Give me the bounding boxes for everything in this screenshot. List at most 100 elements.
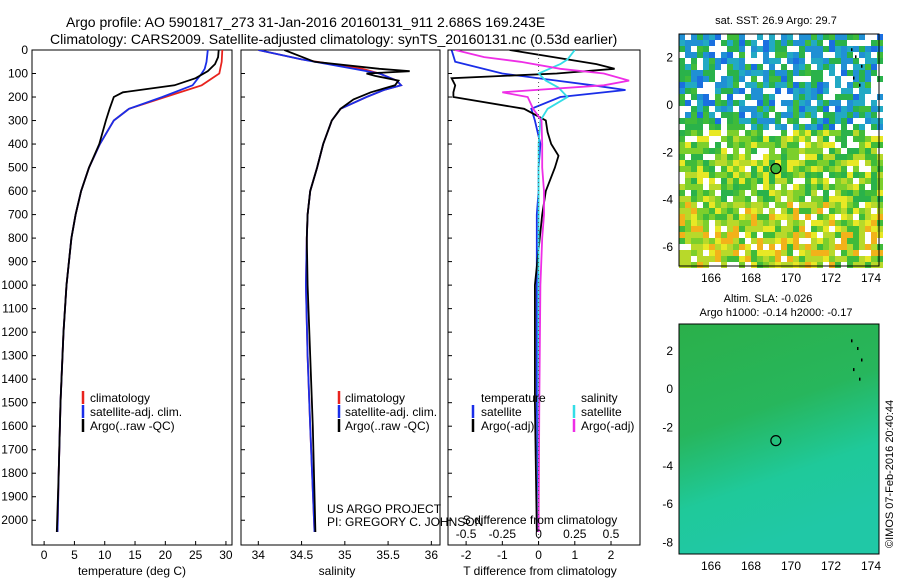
sst-cell bbox=[763, 262, 769, 268]
legend-title-temperature: temperature bbox=[481, 391, 546, 405]
sst-cell bbox=[751, 82, 757, 88]
sst-cell bbox=[865, 136, 871, 142]
sst-cell bbox=[841, 118, 847, 124]
sst-cell bbox=[823, 244, 829, 250]
sst-cell bbox=[727, 34, 733, 40]
y-tick-label: -4 bbox=[662, 459, 673, 473]
sst-cell bbox=[823, 190, 829, 196]
sst-cell bbox=[781, 238, 787, 244]
sst-cell bbox=[781, 160, 787, 166]
sst-cell bbox=[805, 142, 811, 148]
sst-cell bbox=[811, 172, 817, 178]
sst-cell bbox=[877, 262, 883, 268]
sst-cell bbox=[805, 70, 811, 76]
sst-cell bbox=[775, 70, 781, 76]
sst-cell bbox=[847, 82, 853, 88]
sst-cell bbox=[811, 220, 817, 226]
sst-cell bbox=[847, 244, 853, 250]
sst-cell bbox=[727, 154, 733, 160]
sst-cell bbox=[697, 166, 703, 172]
sst-cell bbox=[847, 226, 853, 232]
sst-cell bbox=[793, 136, 799, 142]
sst-cell bbox=[841, 244, 847, 250]
sst-cell bbox=[781, 76, 787, 82]
sst-cell bbox=[871, 184, 877, 190]
sst-cell bbox=[679, 94, 685, 100]
sst-cell bbox=[853, 220, 859, 226]
sst-cell bbox=[727, 172, 733, 178]
sst-cell bbox=[733, 244, 739, 250]
sst-cell bbox=[697, 184, 703, 190]
y-tick-label: 300 bbox=[8, 114, 28, 128]
sst-cell bbox=[829, 148, 835, 154]
sst-cell bbox=[841, 142, 847, 148]
sst-cell bbox=[727, 184, 733, 190]
sst-cell bbox=[739, 160, 745, 166]
sst-cell bbox=[757, 190, 763, 196]
sst-cell bbox=[787, 262, 793, 268]
sst-cell bbox=[835, 190, 841, 196]
sst-cell bbox=[823, 154, 829, 160]
sst-cell bbox=[733, 172, 739, 178]
sst-cell bbox=[781, 226, 787, 232]
sst-cell bbox=[715, 82, 721, 88]
sst-cell bbox=[751, 250, 757, 256]
y-tick-label: 0 bbox=[666, 382, 673, 396]
sst-cell bbox=[709, 196, 715, 202]
sst-cell bbox=[679, 238, 685, 244]
sst-cell bbox=[811, 190, 817, 196]
sst-cell bbox=[841, 214, 847, 220]
sst-cell bbox=[781, 124, 787, 130]
sst-cell bbox=[727, 124, 733, 130]
sst-cell bbox=[853, 190, 859, 196]
sst-cell bbox=[739, 136, 745, 142]
sst-cell bbox=[679, 40, 685, 46]
sst-cell bbox=[757, 166, 763, 172]
sst-cell bbox=[727, 94, 733, 100]
sst-cell bbox=[829, 172, 835, 178]
sst-cell bbox=[709, 178, 715, 184]
x-tick-label: 2 bbox=[608, 548, 615, 562]
sst-cell bbox=[691, 244, 697, 250]
sst-cell bbox=[763, 112, 769, 118]
sst-cell bbox=[679, 208, 685, 214]
sst-cell bbox=[847, 70, 853, 76]
sst-cell bbox=[751, 112, 757, 118]
sst-cell bbox=[853, 232, 859, 238]
sst-cell bbox=[739, 124, 745, 130]
sst-cell bbox=[835, 208, 841, 214]
legend-label: climatology bbox=[90, 391, 150, 405]
temperature-lines bbox=[55, 50, 224, 533]
sst-cell bbox=[691, 196, 697, 202]
sst-cell bbox=[817, 208, 823, 214]
sst-cell bbox=[697, 94, 703, 100]
sst-cell bbox=[841, 112, 847, 118]
sst-cell bbox=[703, 46, 709, 52]
sst-cell bbox=[847, 148, 853, 154]
sst-cell bbox=[817, 244, 823, 250]
sst-cell bbox=[727, 130, 733, 136]
sst-cell bbox=[829, 202, 835, 208]
sst-cell bbox=[841, 52, 847, 58]
sst-cell bbox=[823, 136, 829, 142]
sst-cell bbox=[799, 112, 805, 118]
sst-cell bbox=[853, 250, 859, 256]
sst-cell bbox=[691, 184, 697, 190]
sst-cell bbox=[721, 82, 727, 88]
sst-cell bbox=[733, 214, 739, 220]
sst-cell bbox=[679, 250, 685, 256]
island bbox=[861, 64, 863, 68]
sst-cell bbox=[763, 58, 769, 64]
sst-cell bbox=[697, 250, 703, 256]
sst-cell bbox=[787, 148, 793, 154]
sst-cell bbox=[727, 106, 733, 112]
sst-cell bbox=[691, 208, 697, 214]
sst-cell bbox=[775, 160, 781, 166]
sst-cell bbox=[781, 82, 787, 88]
sst-cell bbox=[763, 172, 769, 178]
sst-cell bbox=[781, 190, 787, 196]
sst-cell bbox=[871, 244, 877, 250]
sst-cell bbox=[691, 124, 697, 130]
sst-cell bbox=[727, 46, 733, 52]
sst-cell bbox=[817, 94, 823, 100]
